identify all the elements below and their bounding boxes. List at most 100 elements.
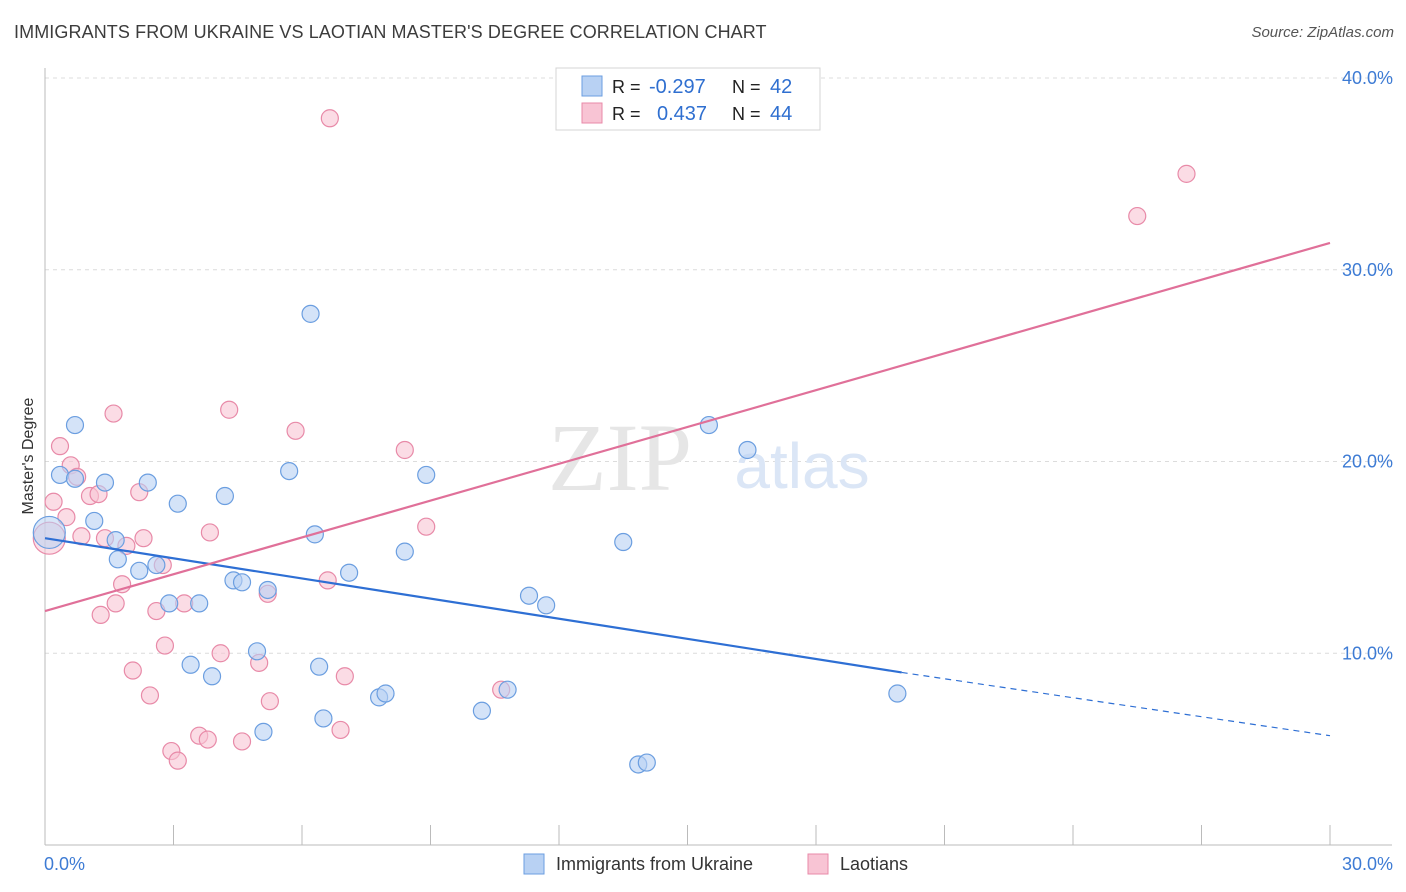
bottom-legend-swatch-pink bbox=[807, 853, 829, 875]
x-tick-labels: 0.0% 30.0% bbox=[44, 854, 1393, 874]
ukraine-point-40 bbox=[738, 440, 757, 460]
legend-n-label-2: N = bbox=[732, 104, 761, 124]
ukraine-point-33 bbox=[498, 680, 517, 699]
ukraine-point-15 bbox=[202, 667, 222, 686]
y-tick-label-0: 10.0% bbox=[1342, 643, 1393, 663]
ukraine-point-29 bbox=[376, 684, 395, 703]
ukraine-point-11 bbox=[160, 594, 179, 613]
ukraine-point-41 bbox=[888, 684, 907, 703]
laotians-trend-line bbox=[44, 241, 1331, 613]
ukraine-point-1 bbox=[50, 465, 70, 485]
laotians-point-1 bbox=[44, 492, 63, 511]
laotians-point-2 bbox=[50, 437, 70, 456]
legend-n-value-1: 42 bbox=[770, 76, 792, 98]
ukraine-point-8 bbox=[130, 561, 149, 580]
chart-title: IMMIGRANTS FROM UKRAINE VS LAOTIAN MASTE… bbox=[14, 22, 767, 42]
laotians-point-3 bbox=[57, 508, 76, 527]
legend-r-label-1: R = bbox=[612, 77, 641, 97]
bottom-legend-label-laotians: Laotians bbox=[840, 854, 908, 874]
x-tick-label-1: 30.0% bbox=[1342, 854, 1393, 874]
legend-swatch-pink bbox=[581, 102, 603, 124]
y-tick-labels: 10.0% 20.0% 30.0% 40.0% bbox=[1342, 68, 1393, 663]
laotians-point-33 bbox=[260, 692, 279, 711]
ukraine-point-39 bbox=[699, 415, 719, 435]
ukraine-trend-line bbox=[44, 537, 902, 674]
laotians-point-15 bbox=[123, 661, 142, 680]
laotians-point-36 bbox=[318, 571, 337, 590]
laotians-point-27 bbox=[200, 523, 220, 542]
laotians-point-38 bbox=[335, 667, 354, 686]
laotians-point-30 bbox=[232, 732, 252, 751]
ukraine-point-4 bbox=[85, 511, 104, 531]
ukraine-point-35 bbox=[537, 596, 556, 615]
laotians-point-21 bbox=[155, 636, 175, 655]
ukraine-point-32 bbox=[472, 701, 491, 720]
trend-lines bbox=[44, 241, 1331, 737]
ukraine-point-31 bbox=[417, 465, 436, 485]
ukraine-point-34 bbox=[519, 586, 539, 605]
grid-lines bbox=[45, 77, 1392, 654]
y-tick-label-3: 40.0% bbox=[1342, 68, 1393, 88]
legend-r-label-2: R = bbox=[612, 104, 641, 124]
ukraine-point-2 bbox=[65, 415, 85, 435]
ukraine-point-21 bbox=[258, 580, 277, 600]
x-tick-label-0: 0.0% bbox=[44, 854, 85, 874]
ukraine-point-13 bbox=[181, 655, 200, 674]
laotians-point-37 bbox=[331, 720, 350, 740]
laotians-point-28 bbox=[211, 644, 230, 663]
laotians-point-29 bbox=[220, 400, 239, 419]
ukraine-point-30 bbox=[395, 542, 414, 561]
laotians-point-23 bbox=[168, 751, 187, 770]
legend-r-value-2: 0.437 bbox=[657, 103, 707, 125]
ukraine-point-38 bbox=[637, 753, 656, 772]
ukraine-trend-extension bbox=[901, 671, 1331, 737]
laotians-point-17 bbox=[134, 529, 153, 548]
ukraine-point-7 bbox=[108, 550, 127, 569]
bottom-legend: Immigrants from Ukraine Laotians bbox=[523, 853, 908, 875]
ukraine-point-25 bbox=[310, 657, 329, 676]
ukraine-point-27 bbox=[340, 563, 359, 582]
laotians-point-9 bbox=[91, 605, 110, 625]
legend-r-value-1: -0.297 bbox=[649, 76, 706, 98]
ukraine-point-6 bbox=[106, 531, 125, 550]
laotians-point-11 bbox=[104, 404, 123, 423]
x-tick-marks bbox=[44, 825, 1331, 845]
laotians-point-26 bbox=[198, 730, 217, 749]
ukraine-point-9 bbox=[138, 473, 157, 492]
ukraine-point-36 bbox=[614, 532, 633, 552]
ukraine-point-3 bbox=[65, 469, 85, 488]
bottom-legend-swatch-blue bbox=[523, 853, 545, 875]
ukraine-point-18 bbox=[232, 573, 252, 592]
ukraine-point-14 bbox=[190, 594, 209, 613]
legend-n-label-1: N = bbox=[732, 77, 761, 97]
ukraine-point-10 bbox=[147, 555, 166, 575]
source-label: Source: ZipAtlas.com bbox=[1251, 24, 1394, 41]
y-tick-label-2: 30.0% bbox=[1342, 260, 1393, 280]
ukraine-point-23 bbox=[301, 304, 320, 323]
laotians-point-39 bbox=[395, 440, 414, 460]
ukraine-point-20 bbox=[254, 722, 273, 741]
laotians-point-18 bbox=[140, 686, 160, 705]
bottom-legend-label-ukraine: Immigrants from Ukraine bbox=[556, 854, 753, 874]
ukraine-point-0 bbox=[32, 515, 66, 550]
laotians-point-43 bbox=[1177, 164, 1196, 183]
watermark-zip: ZIP bbox=[548, 404, 692, 511]
y-axis-label: Master's Degree bbox=[20, 397, 37, 514]
watermark-atlas: atlas bbox=[734, 430, 869, 502]
laotians-point-34 bbox=[286, 421, 305, 440]
laotians-point-42 bbox=[1128, 206, 1147, 226]
ukraine-point-22 bbox=[280, 461, 299, 481]
legend-swatch-blue bbox=[581, 75, 603, 97]
laotians-point-12 bbox=[106, 594, 125, 613]
ukraine-point-5 bbox=[95, 473, 115, 492]
ukraine-points bbox=[32, 304, 907, 774]
legend-n-value-2: 44 bbox=[770, 103, 792, 125]
laotians-point-35 bbox=[320, 109, 339, 128]
ukraine-point-12 bbox=[168, 494, 187, 513]
ukraine-point-26 bbox=[314, 709, 333, 728]
ukraine-point-16 bbox=[215, 486, 234, 506]
ukraine-point-19 bbox=[247, 642, 267, 661]
top-legend: R = -0.297 N = 42 R = 0.437 N = 44 bbox=[555, 67, 821, 131]
y-tick-label-1: 20.0% bbox=[1342, 452, 1393, 472]
